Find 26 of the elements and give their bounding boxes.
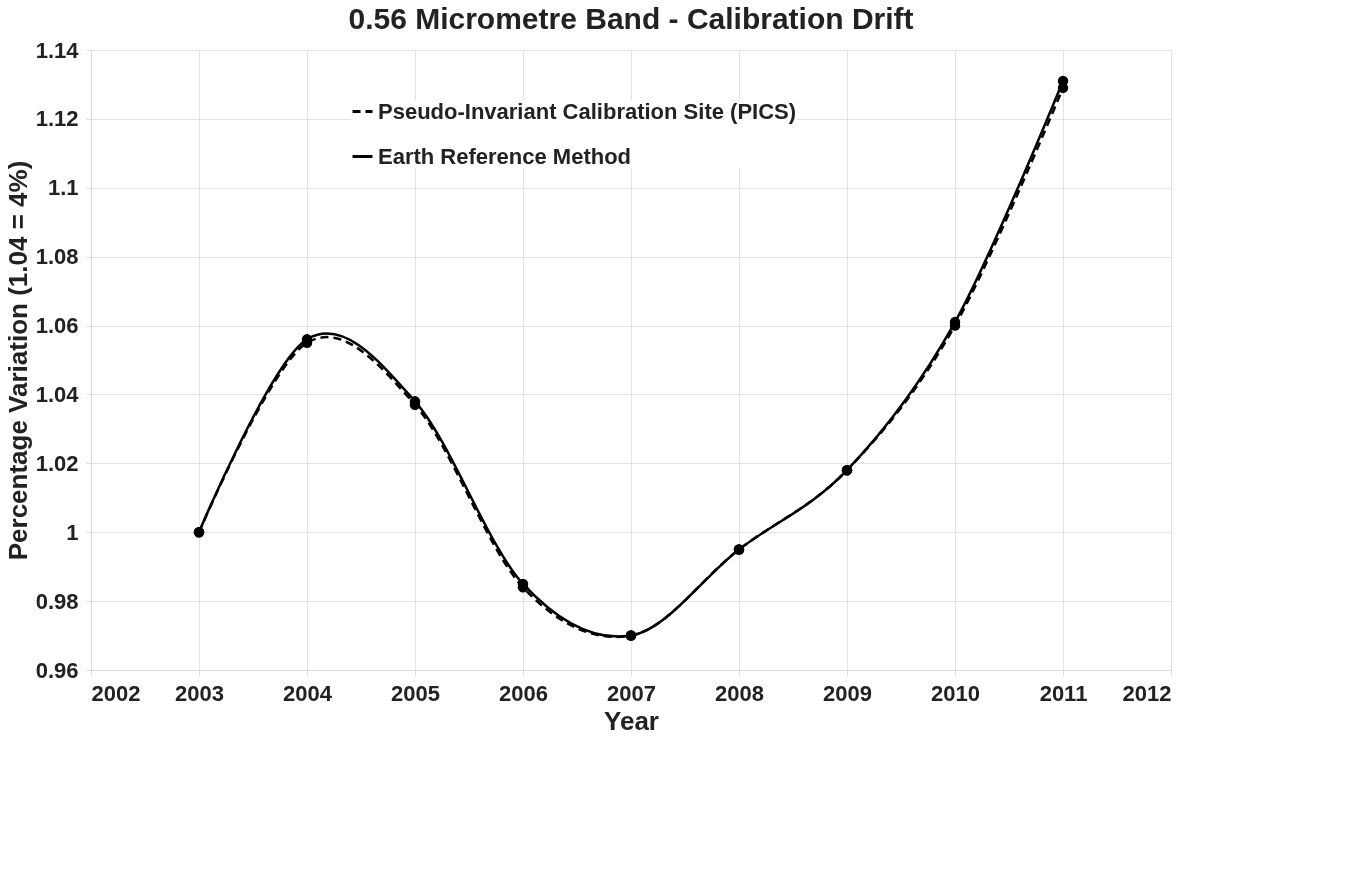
x-tick-label: 2007 bbox=[607, 680, 656, 706]
chart-title: 0.56 Micrometre Band - Calibration Drift bbox=[348, 2, 914, 35]
x-tick-label: 2008 bbox=[715, 680, 764, 706]
x-tick-label: 2006 bbox=[499, 680, 548, 706]
x-tick-label: 2004 bbox=[283, 680, 333, 706]
x-axis-title: Year bbox=[604, 705, 659, 736]
x-tick-label: 2005 bbox=[391, 680, 440, 706]
y-axis-title: Percentage Variation (1.04 = 4%) bbox=[2, 160, 33, 561]
y-tick-label: 1.1 bbox=[47, 175, 79, 201]
x-tick-label: 2002 bbox=[91, 680, 141, 706]
x-tick-label: 2003 bbox=[175, 680, 224, 706]
x-tick-label: 2012 bbox=[1122, 680, 1172, 706]
x-tick-label: 2010 bbox=[931, 680, 980, 706]
y-tick-label: 1.14 bbox=[35, 37, 80, 63]
y-tick-label: 1.12 bbox=[35, 106, 79, 132]
y-tick-label: 1.06 bbox=[35, 313, 79, 339]
y-tick-label: 1 bbox=[66, 519, 79, 545]
y-tick-label: 1.04 bbox=[35, 381, 80, 407]
legend-label: Pseudo-Invariant Calibration Site (PICS) bbox=[378, 98, 797, 124]
y-tick-label: 1.02 bbox=[35, 450, 79, 476]
y-tick-label: 0.96 bbox=[35, 657, 79, 683]
y-tick-label: 1.08 bbox=[35, 244, 79, 270]
y-tick-label: 0.98 bbox=[35, 588, 79, 614]
legend-label: Earth Reference Method bbox=[378, 143, 632, 169]
x-tick-label: 2009 bbox=[823, 680, 872, 706]
x-tick-label: 2011 bbox=[1039, 680, 1088, 706]
